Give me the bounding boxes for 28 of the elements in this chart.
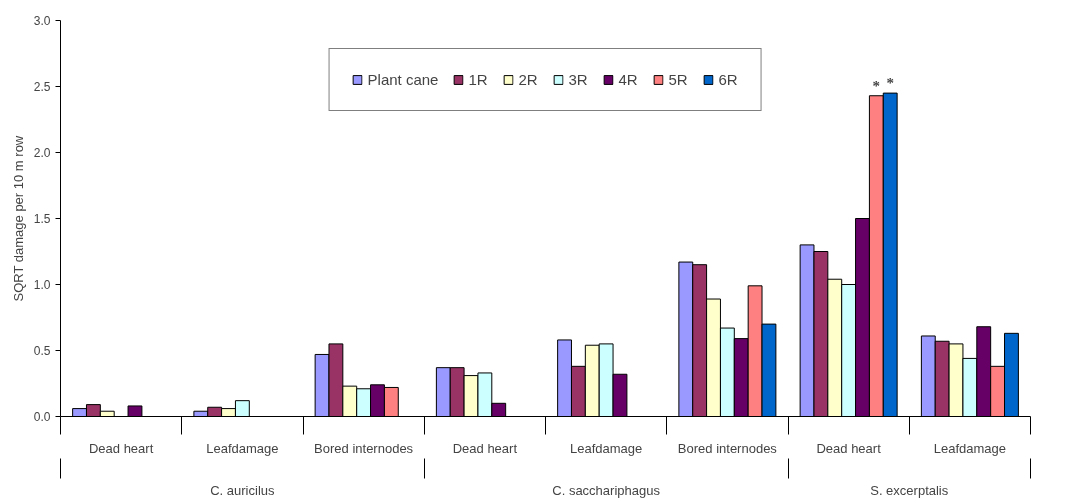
x-tick-label: Leafdamage (206, 440, 279, 456)
y-axis-title: SQRT damage per 10 m row (10, 135, 26, 302)
text: S. excerptalis (870, 482, 949, 498)
y-tick-label: 1.0 (33, 278, 51, 292)
text: C. sacchariphagus (552, 482, 661, 498)
legend-label: 2R (518, 71, 539, 88)
x-tick-label: Dead heart (816, 440, 882, 456)
text: C. auricilus (210, 482, 276, 498)
legend-label: 3R (568, 71, 589, 88)
legend-label: Plant cane (367, 71, 439, 88)
x-tick-label: Dead heart (88, 440, 154, 456)
y-tick-label: 2.5 (33, 80, 51, 94)
y-tick-label: 0.5 (33, 344, 51, 358)
x-tick-label: Bored internodes (677, 440, 778, 456)
data-label: * (872, 77, 881, 94)
legend-label: 1R (468, 71, 489, 88)
legend-label: 4R (618, 71, 639, 88)
y-tick-label: 3.0 (33, 14, 51, 28)
legend-label: 6R (718, 71, 739, 88)
x-tick-label: Dead heart (452, 440, 518, 456)
y-tick-label: 0.0 (33, 410, 51, 424)
y-tick-label: 2.0 (33, 146, 51, 160)
y-tick-label: 1.5 (33, 212, 51, 226)
legend-label: 5R (668, 71, 689, 88)
data-label: * (886, 75, 894, 92)
x-tick-label: Bored internodes (314, 440, 414, 456)
x-tick-label: Leafdamage (569, 440, 643, 456)
x-tick-label: Leafdamage (933, 440, 1007, 456)
